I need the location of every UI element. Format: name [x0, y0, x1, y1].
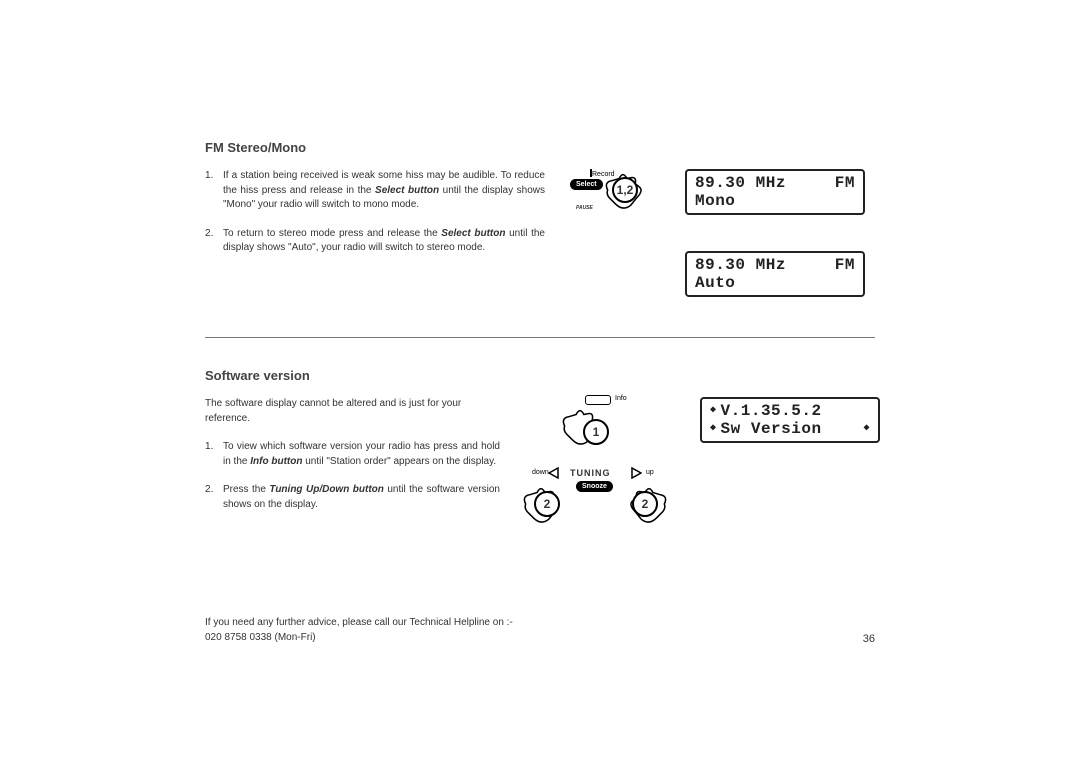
section2-lcds: ◆ V.1.35.5.2 ◆ Sw Version ◆	[700, 397, 880, 539]
section2-heading: Software version	[205, 368, 880, 383]
step-badge-2-right: 2	[632, 491, 658, 517]
tuning-label: TUNING	[570, 468, 611, 478]
section2-step1: To view which software version your radi…	[205, 440, 500, 469]
divider	[205, 337, 875, 338]
lcd-sw-line2: Sw Version	[721, 420, 822, 438]
select-button-label: Select	[570, 179, 603, 190]
section2-step2: Press the Tuning Up/Down button until th…	[205, 483, 500, 512]
info-label: Info	[615, 395, 627, 402]
section2-intro: The software display cannot be altered a…	[205, 397, 500, 426]
section2-text: The software display cannot be altered a…	[205, 397, 500, 539]
lcd1-mode: Mono	[695, 192, 735, 210]
lcd1-freq: 89.30 MHz	[695, 174, 786, 192]
footer-line1: If you need any further advice, please c…	[205, 615, 513, 630]
diamond-icon: ◆	[863, 422, 870, 434]
lcd1-band: FM	[835, 174, 855, 192]
step-badge-2-left: 2	[534, 491, 560, 517]
lcd2-mode: Auto	[695, 274, 735, 292]
step-badge-12: 1,2	[612, 177, 638, 203]
lcd2-freq: 89.30 MHz	[695, 256, 786, 274]
section2-illustration: Info 1 down TUNING up Snooze	[520, 397, 680, 539]
manual-page: FM Stereo/Mono If a station being receiv…	[0, 0, 1080, 763]
section1-lcds: 89.30 MHz FM Mono 89.30 MHz FM Auto	[685, 169, 865, 297]
section-fm-stereo-mono: FM Stereo/Mono If a station being receiv…	[205, 140, 880, 297]
lcd-mono: 89.30 MHz FM Mono	[685, 169, 865, 215]
down-label: down	[532, 469, 549, 476]
snooze-label: Snooze	[576, 481, 613, 492]
page-footer: If you need any further advice, please c…	[205, 615, 875, 645]
section1-step1: If a station being received is weak some…	[205, 169, 545, 213]
triangle-right-icon	[630, 467, 642, 479]
lcd-swversion: ◆ V.1.35.5.2 ◆ Sw Version ◆	[700, 397, 880, 443]
lcd-sw-line1: V.1.35.5.2	[721, 402, 822, 420]
section1-text: If a station being received is weak some…	[205, 169, 545, 297]
page-number: 36	[863, 633, 875, 645]
section1-illustration: Record Select 1,2 PAUSE	[565, 169, 665, 297]
diamond-icon: ◆	[710, 422, 717, 434]
lcd-auto: 89.30 MHz FM Auto	[685, 251, 865, 297]
triangle-left-icon	[548, 467, 560, 479]
section1-heading: FM Stereo/Mono	[205, 140, 880, 155]
lcd2-band: FM	[835, 256, 855, 274]
step-badge-1: 1	[583, 419, 609, 445]
up-label: up	[646, 469, 654, 476]
section1-step2: To return to stereo mode press and relea…	[205, 227, 545, 256]
section-software-version: Software version The software display ca…	[205, 368, 880, 539]
footer-line2: 020 8758 0338 (Mon-Fri)	[205, 630, 513, 645]
diamond-icon: ◆	[710, 404, 717, 416]
pause-label: PAUSE	[576, 205, 593, 211]
